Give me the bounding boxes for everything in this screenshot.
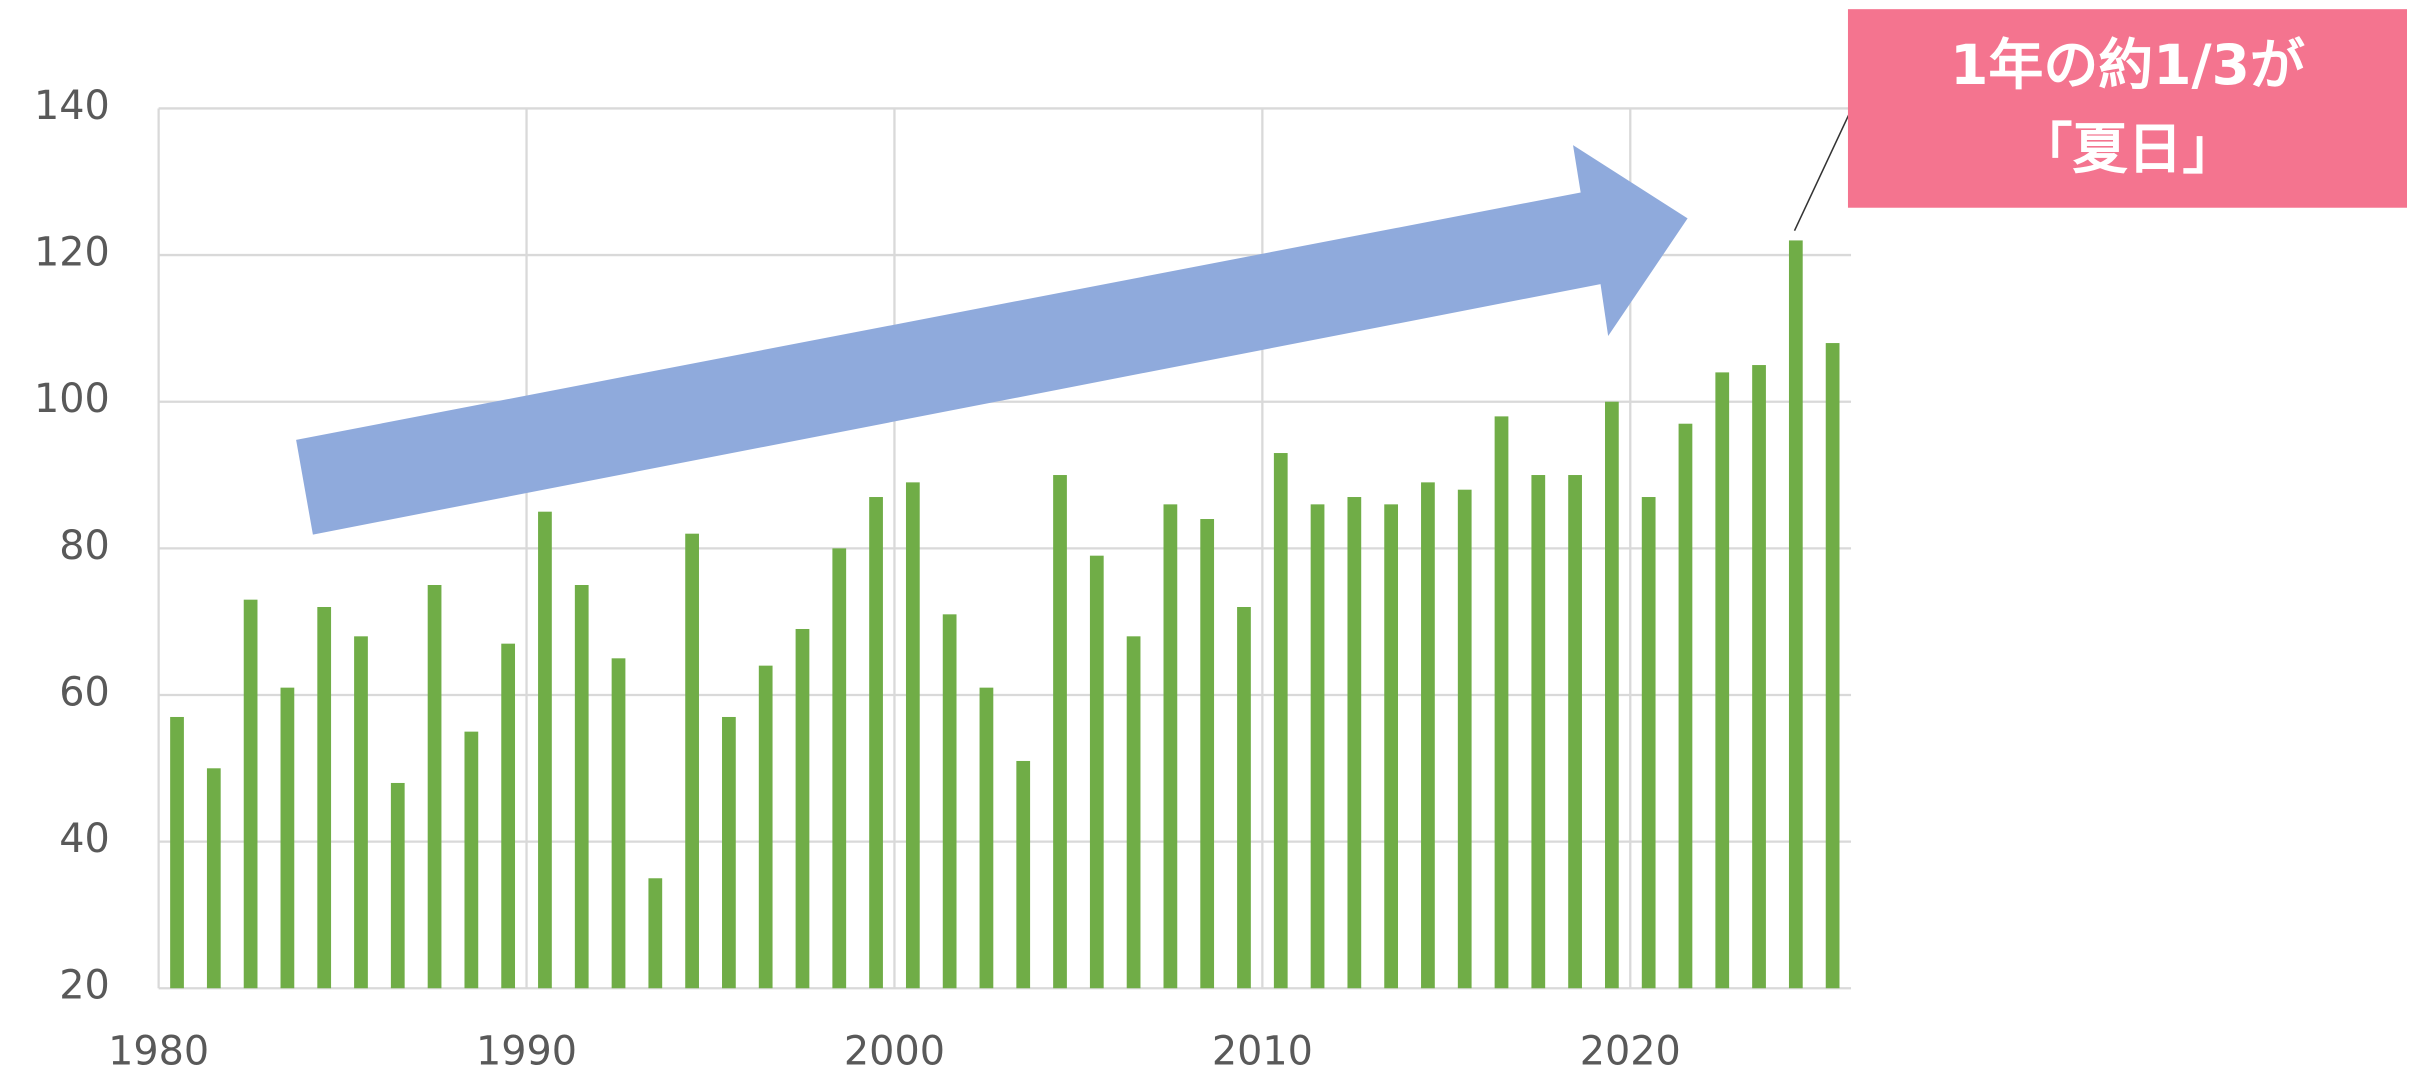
bar	[501, 643, 516, 989]
bar	[1457, 489, 1472, 989]
bar	[1273, 453, 1288, 989]
x-tick-label: 1990	[476, 1028, 577, 1074]
bar	[905, 482, 920, 989]
bar	[1788, 240, 1803, 989]
bar	[1384, 504, 1399, 989]
bar	[648, 878, 663, 989]
bar	[1825, 343, 1840, 989]
bar	[722, 716, 736, 989]
bar	[243, 599, 258, 989]
x-tick-label: 2000	[844, 1028, 945, 1074]
bar	[832, 548, 847, 989]
y-tick-label: 20	[59, 963, 110, 1009]
bar	[1421, 482, 1435, 989]
bars	[170, 240, 1840, 989]
bar	[1715, 372, 1730, 989]
bar	[1494, 416, 1509, 989]
bar	[685, 533, 699, 989]
bar	[795, 628, 810, 989]
bar	[1016, 760, 1031, 989]
x-tick-label: 1980	[108, 1028, 209, 1074]
bar	[170, 716, 184, 989]
annotation-text: 1年の約1/3が	[1950, 33, 2305, 97]
bar	[942, 614, 957, 989]
bar	[1310, 504, 1325, 989]
bar	[1568, 475, 1582, 989]
bar	[317, 606, 332, 989]
y-tick-label: 140	[34, 83, 110, 129]
y-tick-label: 100	[34, 376, 110, 422]
annotation-box	[1847, 9, 2408, 208]
bar	[1678, 423, 1693, 989]
y-tick-label: 80	[59, 523, 110, 569]
bar	[611, 658, 626, 989]
annotation-text: 「夏日」	[2018, 117, 2238, 181]
bar	[280, 687, 295, 989]
bar	[1752, 365, 1766, 989]
bar	[354, 636, 368, 989]
bar	[1641, 497, 1656, 989]
x-tick-label: 2020	[1580, 1028, 1681, 1074]
bar	[1531, 475, 1546, 989]
y-tick-label: 120	[34, 230, 110, 276]
bar	[869, 497, 883, 989]
bar	[1163, 504, 1178, 989]
bar	[1200, 519, 1215, 989]
leader-line	[1793, 109, 1852, 231]
trend-arrow	[296, 145, 1688, 535]
bar	[979, 687, 994, 989]
y-tick-label: 60	[59, 669, 110, 715]
bar	[1605, 401, 1619, 989]
bar	[1126, 636, 1141, 989]
bar	[758, 665, 773, 989]
bar	[1089, 555, 1104, 989]
x-tick-label: 2010	[1212, 1028, 1313, 1074]
bar	[427, 585, 442, 989]
bar	[390, 782, 405, 989]
bar	[538, 511, 552, 989]
bar	[206, 768, 221, 989]
bar	[1237, 606, 1251, 989]
y-tick-label: 40	[59, 816, 110, 862]
bar	[1053, 475, 1067, 989]
bar	[574, 585, 589, 989]
bar	[1347, 497, 1362, 989]
bar	[464, 731, 479, 989]
